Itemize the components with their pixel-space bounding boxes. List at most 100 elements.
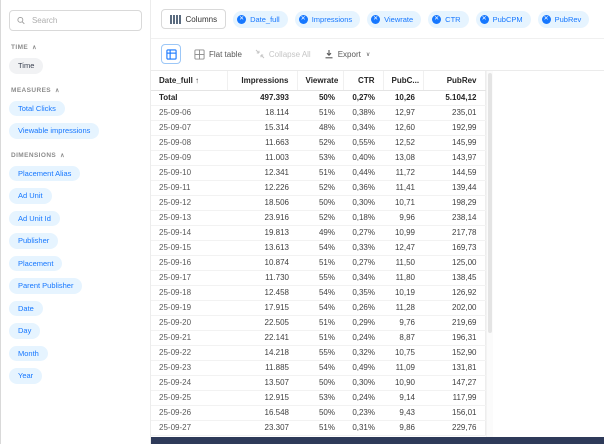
remove-icon[interactable]: ✕ (237, 15, 246, 24)
value-cell: 51% (297, 420, 343, 435)
value-cell: 0,27% (343, 225, 383, 240)
section-label: TIME (11, 44, 28, 51)
row-label-cell: 25-09-19 (151, 300, 227, 315)
table-row: 25-09-2512.91553%0,24%9,14117,99 (151, 390, 485, 405)
column-pill[interactable]: ✕Date_full (233, 11, 288, 28)
member-chip[interactable]: Total Clicks (9, 101, 65, 117)
row-label-cell: 25-09-13 (151, 210, 227, 225)
table-row: 25-09-1112.22652%0,36%11,41139,44 (151, 180, 485, 195)
remove-icon[interactable]: ✕ (371, 15, 380, 24)
value-cell: 50% (297, 195, 343, 210)
value-cell: 49% (297, 225, 343, 240)
value-cell: 10,19 (383, 285, 423, 300)
row-label-cell: 25-09-15 (151, 240, 227, 255)
value-cell: 48% (297, 120, 343, 135)
section-header[interactable]: DIMENSIONS∧ (11, 152, 140, 159)
scrollbar-thumb[interactable] (488, 73, 492, 333)
column-pill[interactable]: ✕PubCPM (476, 11, 531, 28)
table-body: Total497.39350%0,27%10,265.104,1225-09-0… (151, 90, 485, 435)
value-cell: 51% (297, 330, 343, 345)
table-row: 25-09-1323.91652%0,18%9,96238,14 (151, 210, 485, 225)
value-cell: 23.916 (227, 210, 297, 225)
value-cell: 0,34% (343, 120, 383, 135)
collapse-all-button[interactable]: Collapse All (255, 49, 311, 59)
remove-icon[interactable]: ✕ (480, 15, 489, 24)
column-header[interactable]: Viewrate (297, 71, 343, 90)
export-button[interactable]: Export ∨ (324, 49, 371, 59)
value-cell: 53% (297, 390, 343, 405)
member-chip[interactable]: Time (9, 58, 43, 74)
search-icon (17, 16, 25, 25)
value-cell: 9,14 (383, 390, 423, 405)
row-label-cell: 25-09-06 (151, 105, 227, 120)
value-cell: 50% (297, 405, 343, 420)
column-pill[interactable]: ✕Viewrate (367, 11, 421, 28)
value-cell: 192,99 (423, 120, 485, 135)
value-cell: 152,90 (423, 345, 485, 360)
column-header[interactable]: PubRev (423, 71, 485, 90)
value-cell: 50% (297, 375, 343, 390)
columns-bar: Columns ✕Date_full✕Impressions✕Viewrate✕… (151, 0, 604, 39)
pivot-table-icon (166, 49, 177, 60)
value-cell: 0,27% (343, 255, 383, 270)
remove-icon[interactable]: ✕ (432, 15, 441, 24)
value-cell: 11,41 (383, 180, 423, 195)
value-cell: 229,76 (423, 420, 485, 435)
member-chip[interactable]: Viewable impressions (9, 123, 99, 139)
member-chip[interactable]: Placement (9, 256, 62, 272)
column-pill[interactable]: ✕Impressions (295, 11, 360, 28)
section-header[interactable]: TIME∧ (11, 44, 140, 51)
value-cell: 5.104,12 (423, 90, 485, 105)
column-header[interactable]: Impressions (227, 71, 297, 90)
section-header[interactable]: MEASURES∧ (11, 87, 140, 94)
value-cell: 143,97 (423, 150, 485, 165)
row-label-cell: 25-09-11 (151, 180, 227, 195)
section-label: MEASURES (11, 87, 51, 94)
value-cell: 0,49% (343, 360, 383, 375)
pivot-config-button[interactable] (161, 44, 181, 64)
column-header[interactable]: CTR (343, 71, 383, 90)
member-chip[interactable]: Ad Unit (9, 188, 52, 204)
table-row: 25-09-2413.50750%0,30%10,90147,27 (151, 375, 485, 390)
table-row: 25-09-1610.87451%0,27%11,50125,00 (151, 255, 485, 270)
row-label-cell: 25-09-09 (151, 150, 227, 165)
value-cell: 144,59 (423, 165, 485, 180)
value-cell: 117,99 (423, 390, 485, 405)
member-chip[interactable]: Month (9, 346, 48, 362)
member-chip[interactable]: Parent Publisher (9, 278, 82, 294)
results-table-container: Date_full ↑ImpressionsViewrateCTRPubC...… (151, 70, 604, 437)
member-chip[interactable]: Publisher (9, 233, 58, 249)
column-header[interactable]: Date_full ↑ (151, 71, 227, 90)
value-cell: 55% (297, 270, 343, 285)
value-cell: 0,27% (343, 90, 383, 105)
value-cell: 12.226 (227, 180, 297, 195)
member-chip[interactable]: Day (9, 323, 40, 339)
column-pill[interactable]: ✕CTR (428, 11, 468, 28)
search-input[interactable] (30, 15, 134, 26)
value-cell: 0,24% (343, 330, 383, 345)
bottom-panel-handle[interactable] (151, 437, 604, 444)
value-cell: 9,86 (383, 420, 423, 435)
member-chip[interactable]: Ad Unit Id (9, 211, 60, 227)
column-pills: ✕Date_full ✕Impressions ✕Viewrate ✕CTR ✕PubC… (233, 11, 589, 28)
value-cell: 0,35% (343, 285, 383, 300)
table-row: 25-09-1012.34151%0,44%11,72144,59 (151, 165, 485, 180)
member-chip[interactable]: Placement Alias (9, 166, 80, 182)
remove-icon[interactable]: ✕ (542, 15, 551, 24)
column-pill[interactable]: ✕PubRev (538, 11, 590, 28)
value-cell: 10,71 (383, 195, 423, 210)
value-cell: 9,76 (383, 315, 423, 330)
member-chip[interactable]: Year (9, 368, 42, 384)
value-cell: 0,44% (343, 165, 383, 180)
columns-button[interactable]: Columns (161, 9, 226, 29)
value-cell: 12,97 (383, 105, 423, 120)
search-box[interactable] (9, 10, 142, 31)
table-row: 25-09-0911.00353%0,40%13,08143,97 (151, 150, 485, 165)
row-label-cell: 25-09-14 (151, 225, 227, 240)
flat-table-button[interactable]: Flat table (194, 49, 242, 60)
column-header[interactable]: PubC... (383, 71, 423, 90)
vertical-scrollbar[interactable] (486, 71, 493, 437)
value-cell: 13.507 (227, 375, 297, 390)
remove-icon[interactable]: ✕ (299, 15, 308, 24)
member-chip[interactable]: Date (9, 301, 43, 317)
